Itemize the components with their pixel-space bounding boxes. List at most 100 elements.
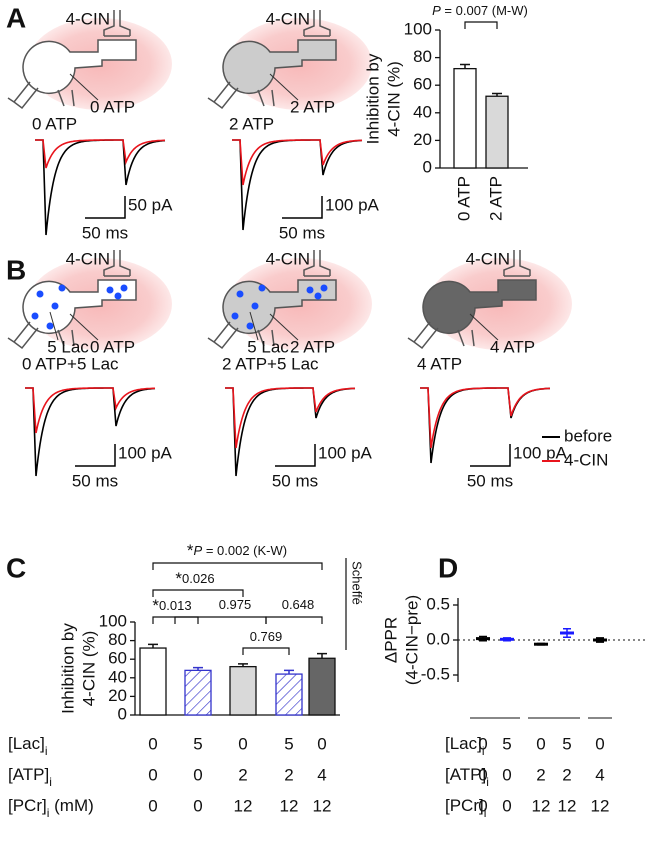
condition-value: 12 (591, 796, 610, 815)
condition-value: 0 (478, 796, 487, 815)
trace-before (232, 139, 362, 231)
comparison-label: *0.013 (152, 596, 191, 615)
lactate-dot (58, 284, 66, 292)
condition-value: 12 (280, 796, 299, 815)
p-value: 0.026 (182, 571, 215, 586)
condition-name: [PCr] (445, 796, 484, 815)
condition-label: [PCr]i (445, 796, 486, 820)
p-value: 0.769 (250, 629, 283, 644)
y-tick-label: 40 (108, 667, 127, 686)
y-tick-label: 20 (413, 130, 432, 149)
drug-label: 4-CIN (66, 9, 110, 28)
y-tick-label: 80 (413, 47, 432, 66)
y-tick-label: 60 (108, 649, 127, 668)
scale-bar (470, 444, 511, 467)
scale-bar (75, 444, 116, 467)
trace-label: 2 ATP (229, 114, 274, 133)
condition-value: 0 (148, 734, 157, 753)
scale-bar (282, 196, 323, 219)
condition-name: [Lac] (445, 734, 482, 753)
condition-value: 12 (313, 796, 332, 815)
scale-current: 100 pA (318, 443, 373, 462)
condition-value: 5 (284, 734, 293, 753)
p-symbol: P (432, 3, 441, 18)
scale-current: 100 pA (118, 443, 173, 462)
error-bar (284, 669, 294, 675)
error-bar (460, 63, 470, 69)
comparison-bracket (242, 647, 290, 655)
leader-line (49, 311, 59, 341)
lactate-dot (314, 292, 322, 300)
bar (229, 665, 257, 716)
lactate-dot (306, 286, 314, 294)
p-value: = 0.002 (K-W) (202, 543, 287, 558)
comparison-bracket (152, 589, 244, 597)
condition-value: 4 (317, 765, 326, 784)
trace-4cin (35, 139, 165, 169)
condition-label: [Lac]i (445, 734, 485, 758)
pipette (207, 81, 239, 110)
y-tick-label: 0.5 (426, 594, 450, 613)
presynaptic-terminal (503, 250, 531, 277)
y-tick-label: 0 (118, 704, 127, 723)
condition-value: 0 (238, 734, 247, 753)
comparison-label: *0.026 (175, 569, 214, 588)
comparison-label: P = 0.007 (M-W) (432, 3, 528, 18)
pipette-label: 2 ATP (290, 337, 335, 356)
p-value: 0.648 (282, 597, 315, 612)
bar (308, 657, 336, 716)
post-hoc-label: Scheffé (350, 561, 365, 605)
condition-unit: (mM) (49, 796, 93, 815)
condition-label: [Lac]i (8, 734, 48, 758)
dendrite (257, 329, 275, 347)
y-axis-label: Inhibition by (363, 53, 382, 144)
lactate-dot (114, 292, 122, 300)
presynaptic-terminal (303, 10, 331, 37)
comparison-label: *P = 0.002 (K-W) (187, 541, 287, 560)
y-axis-label: 4-CIN (%) (79, 631, 98, 707)
error-bar (148, 643, 158, 649)
condition-value: 0 (502, 765, 511, 784)
condition-value: 5 (562, 734, 571, 753)
leader-line (249, 311, 259, 341)
postsynaptic-cell (422, 279, 537, 335)
condition-value: 12 (558, 796, 577, 815)
comparison-bracket (464, 21, 498, 29)
condition-value: 0 (536, 734, 545, 753)
y-tick-label: 100 (99, 611, 127, 630)
pipette (407, 321, 439, 350)
condition-name: [PCr] (8, 796, 47, 815)
lactate-dot (51, 302, 59, 310)
condition-value: 2 (284, 765, 293, 784)
x-tick-label: 2 ATP (486, 176, 505, 221)
error-bar (503, 637, 511, 642)
condition-value: 2 (238, 765, 247, 784)
p-value: 0.013 (159, 598, 192, 613)
condition-value: 4 (595, 765, 604, 784)
trace-4cin (420, 387, 550, 449)
condition-value: 0 (193, 765, 202, 784)
dendrite (57, 329, 75, 347)
trace-4cin (25, 387, 155, 434)
condition-subscript: i (45, 744, 48, 758)
y-axis-label: Inhibition by (58, 623, 77, 714)
leader-line (69, 313, 99, 341)
significance-star: * (152, 596, 159, 615)
p-symbol: P (194, 543, 203, 558)
error-bar (238, 663, 248, 667)
condition-subscript: i (486, 775, 489, 789)
trace-label: 2 ATP+5 Lac (222, 354, 319, 373)
y-tick-label: 80 (108, 630, 127, 649)
scale-current: 100 pA (513, 443, 568, 462)
pipette-label: 0 ATP (90, 97, 135, 116)
y-axis-label: 4-CIN (%) (384, 61, 403, 137)
scale-current: 50 pA (128, 195, 173, 214)
dendrite (257, 89, 275, 107)
error-bar (537, 642, 545, 646)
drug-label: 4-CIN (266, 9, 310, 28)
error-bar (193, 666, 203, 671)
condition-value: 2 (536, 765, 545, 784)
drug-label: 4-CIN (66, 249, 110, 268)
trace-before (35, 139, 166, 236)
